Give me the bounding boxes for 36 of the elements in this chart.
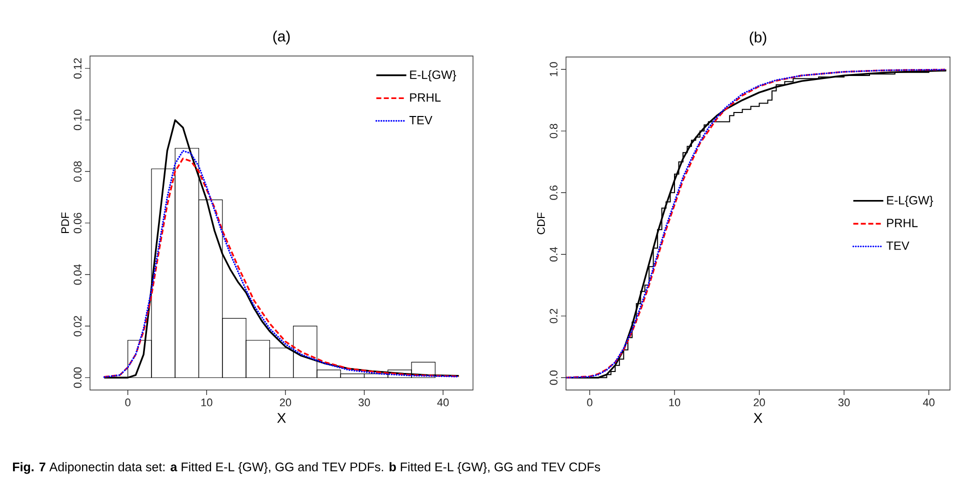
x-tick-label: 10 — [201, 398, 212, 406]
x-tick-label: 0 — [125, 398, 130, 406]
y-tick-label: 0.02 — [74, 316, 82, 336]
legend-label: E-L{GW} — [410, 70, 456, 82]
x-axis-title: X — [754, 413, 762, 423]
y-tick-label: 0.8 — [550, 124, 558, 138]
y-tick-label: 0.06 — [74, 212, 82, 234]
x-tick-label: 20 — [754, 398, 765, 406]
x-tick-label: 30 — [838, 398, 850, 406]
legend-label: E-L{GW} — [887, 196, 934, 207]
y-tick-label: 0.0 — [550, 370, 558, 385]
legend-label: TEV — [886, 242, 910, 250]
x-tick-label: 10 — [669, 398, 680, 406]
legend-label: PRHL — [887, 218, 918, 228]
text: Fig. 7 Adiponectin data set: a Fitted E-L {GW}, GG and TEV PDFs. b Fitted E-L {GW}, GG and TEV CDFs — [13, 462, 600, 474]
y-tick-label: 0.04 — [74, 264, 82, 285]
legend-label: TEV — [409, 116, 432, 124]
y-tick-label: 0.00 — [74, 367, 82, 388]
x-tick-label: 30 — [358, 398, 370, 406]
legend-label: PRHL — [410, 93, 441, 102]
x-axis-title: X — [277, 413, 286, 423]
y-tick-label: 0.4 — [550, 247, 558, 262]
y-tick-label: 0.10 — [74, 110, 82, 130]
x-tick-label: 0 — [587, 398, 592, 406]
chart-title: (b) — [750, 32, 766, 46]
y-tick-label: 0.12 — [74, 58, 82, 79]
x-tick-label: 40 — [922, 398, 934, 406]
chart-title: (a) — [273, 30, 290, 44]
y-tick-label: 0.6 — [550, 186, 558, 200]
y-tick-label: 0.2 — [550, 308, 558, 324]
y-axis-title: CDF — [537, 212, 545, 234]
y-tick-label: 0.08 — [74, 161, 82, 182]
y-tick-label: 1.0 — [550, 62, 558, 76]
x-tick-label: 40 — [437, 398, 449, 406]
y-axis-title: PDF — [61, 212, 69, 234]
x-tick-label: 20 — [280, 398, 292, 406]
